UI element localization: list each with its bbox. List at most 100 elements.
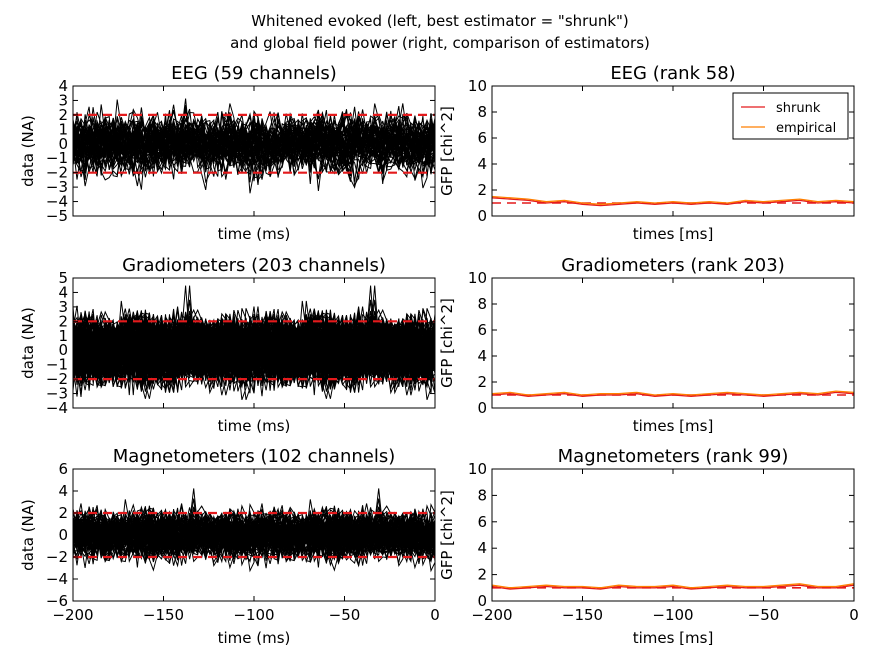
- ytick-label: −4: [46, 399, 68, 417]
- channel-trace: [73, 117, 435, 181]
- channel-trace: [73, 317, 435, 384]
- channel-trace: [73, 512, 435, 572]
- ytick-label: −2: [46, 164, 68, 182]
- channel-trace: [73, 504, 435, 565]
- ytick-label: 0: [477, 399, 487, 417]
- ytick-label: 4: [58, 283, 68, 301]
- ytick-label: 4: [58, 77, 68, 95]
- ytick-label: −1: [46, 149, 68, 167]
- ytick-label: 0: [58, 341, 68, 359]
- ytick-label: 2: [58, 312, 68, 330]
- channel-trace: [73, 313, 435, 389]
- x-axis-label: times [ms]: [633, 417, 714, 435]
- y-axis-label: data (NA): [19, 499, 37, 571]
- series-shrunk: [492, 391, 854, 397]
- plot-area: [492, 583, 854, 590]
- axes-frame: [491, 468, 855, 602]
- ytick-label: 4: [58, 482, 68, 500]
- xtick-label: −200: [52, 606, 93, 624]
- plot-area: [492, 195, 854, 207]
- ytick-label: 2: [58, 504, 68, 522]
- ytick-label: 6: [58, 460, 68, 478]
- ytick-label: 0: [477, 592, 487, 610]
- x-axis-label: times [ms]: [633, 225, 714, 243]
- y-axis-label: GFP [chi^2]: [438, 490, 456, 580]
- channel-trace: [73, 315, 435, 390]
- xtick-label: −200: [471, 606, 512, 624]
- y-axis-label: data (NA): [19, 307, 37, 379]
- ytick-label: 6: [477, 129, 487, 147]
- x-axis-label: time (ms): [218, 417, 291, 435]
- series-empirical: [492, 195, 854, 205]
- channel-trace: [73, 308, 435, 392]
- channel-traces: [73, 98, 435, 194]
- ytick-label: 0: [58, 526, 68, 544]
- panel-5: −6 −4 −2 0 2 4 6 −200 −150 −100 −50 0 Magnetometers …: [19, 446, 440, 647]
- xtick-label: 0: [430, 606, 440, 624]
- ytick-label: 10: [468, 77, 487, 95]
- channel-traces: [73, 488, 435, 573]
- ytick-label: 8: [477, 486, 487, 504]
- ytick-label: 10: [468, 460, 487, 478]
- ytick-label: 0: [58, 135, 68, 153]
- ytick-label: 2: [477, 566, 487, 584]
- ytick-label: 0: [477, 207, 487, 225]
- ytick-label: 6: [477, 321, 487, 339]
- xtick-label: −100: [652, 606, 693, 624]
- plot-area: [492, 390, 854, 397]
- series-shrunk: [492, 197, 854, 207]
- x-axis-label: time (ms): [218, 225, 291, 243]
- ytick-label: 8: [477, 103, 487, 121]
- panel-4: 0 2 4 6 8 10 Gradiometers (rank 203) times [ms]…: [438, 255, 855, 435]
- ytick-label: −3: [46, 385, 68, 403]
- ytick-label: 3: [58, 91, 68, 109]
- xtick-label: −50: [748, 606, 780, 624]
- plot-area: [73, 285, 435, 400]
- channel-trace: [73, 511, 435, 561]
- channel-trace: [73, 310, 435, 383]
- ytick-label: 6: [477, 513, 487, 531]
- channel-trace: [73, 508, 435, 566]
- xtick-label: −50: [329, 606, 361, 624]
- legend-label-shrunk: shrunk: [776, 101, 821, 116]
- ytick-label: 5: [58, 269, 68, 287]
- channel-trace: [73, 514, 435, 554]
- xtick-label: −150: [143, 606, 184, 624]
- ytick-label: −2: [46, 548, 68, 566]
- panel-title: Gradiometers (203 channels): [122, 255, 386, 276]
- ytick-label: 2: [58, 106, 68, 124]
- panel-2: 0 2 4 6 8 10 EEG (rank 58) times [ms] GFP [chi^2…: [438, 63, 855, 243]
- x-axis-label: time (ms): [218, 629, 291, 647]
- ytick-label: 10: [468, 269, 487, 287]
- channel-trace: [73, 115, 435, 177]
- series-shrunk: [492, 584, 854, 590]
- panel-title: EEG (59 channels): [171, 63, 337, 84]
- channel-trace: [73, 111, 435, 177]
- ytick-label: 2: [477, 181, 487, 199]
- xtick-label: 0: [849, 606, 859, 624]
- ytick-label: 4: [477, 347, 487, 365]
- channel-trace: [73, 318, 435, 390]
- legend: shrunk empirical: [732, 92, 849, 140]
- y-axis-label: data (NA): [19, 115, 37, 187]
- panel-title: Gradiometers (rank 203): [561, 255, 784, 276]
- ytick-label: 1: [58, 120, 68, 138]
- y-axis-label: GFP [chi^2]: [438, 298, 456, 388]
- channel-trace: [73, 113, 435, 180]
- channel-trace: [73, 312, 435, 385]
- ytick-label: −2: [46, 370, 68, 388]
- ytick-label: 8: [477, 295, 487, 313]
- ytick-label: −5: [46, 207, 68, 225]
- plot-area: [73, 488, 435, 573]
- panel-title: Magnetometers (102 channels): [113, 446, 396, 467]
- series-empirical: [492, 583, 854, 589]
- xtick-label: −150: [562, 606, 603, 624]
- ytick-label: −4: [46, 193, 68, 211]
- channel-traces: [73, 285, 435, 400]
- ytick-label: 4: [477, 155, 487, 173]
- legend-frame: [732, 92, 849, 140]
- ytick-label: −6: [46, 592, 68, 610]
- panel-title: Magnetometers (rank 99): [558, 446, 789, 467]
- xtick-label: −100: [233, 606, 274, 624]
